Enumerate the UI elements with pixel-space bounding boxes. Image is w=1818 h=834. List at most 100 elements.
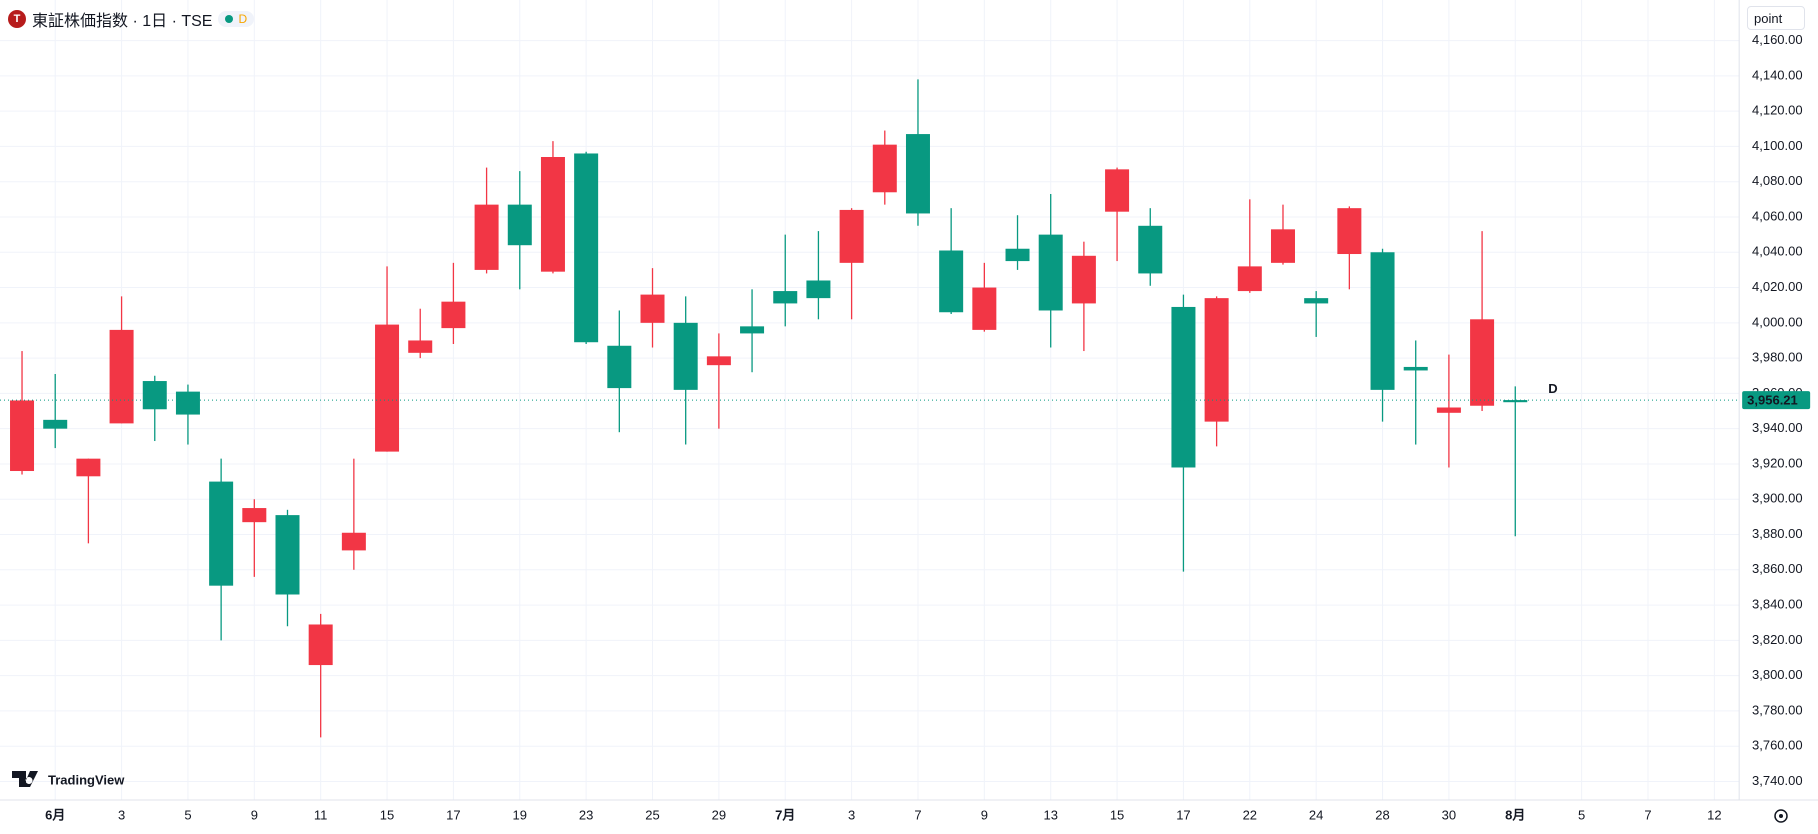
watermark: TradingView xyxy=(12,771,125,787)
y-tick-label: 4,160.00 xyxy=(1752,32,1803,47)
watermark-logo xyxy=(12,771,38,787)
candle-body xyxy=(872,144,897,193)
y-tick-label: 4,060.00 xyxy=(1752,208,1803,223)
y-tick-label: 3,940.00 xyxy=(1752,420,1803,435)
x-tick-label: 7月 xyxy=(775,807,795,822)
candle-body xyxy=(109,329,134,424)
candle-body xyxy=(507,204,532,246)
y-tick-label: 4,100.00 xyxy=(1752,138,1803,153)
candle-body xyxy=(375,324,400,452)
y-tick-label: 4,020.00 xyxy=(1752,279,1803,294)
x-tick-label: 11 xyxy=(314,807,328,822)
candle-body xyxy=(540,157,565,272)
candle-body xyxy=(76,458,101,477)
y-tick-label: 3,880.00 xyxy=(1752,526,1803,541)
settings-icon-center xyxy=(1779,814,1783,818)
price-label-bg xyxy=(1742,391,1811,410)
y-tick-label: 4,140.00 xyxy=(1752,67,1803,82)
x-tick-label: 5 xyxy=(1578,807,1585,822)
candle-body xyxy=(972,287,997,330)
candle-body xyxy=(1304,298,1329,304)
candle-body xyxy=(905,134,930,214)
x-tick-label: 9 xyxy=(251,807,258,822)
x-tick-label: 7 xyxy=(1644,807,1651,822)
candle-body xyxy=(673,322,698,390)
x-tick-label: 15 xyxy=(1110,807,1124,822)
candle-body xyxy=(242,508,267,523)
unit-button[interactable]: point xyxy=(1747,6,1805,30)
x-tick-label: 30 xyxy=(1442,807,1456,822)
candle-body xyxy=(142,381,167,410)
x-tick-label: 17 xyxy=(446,807,460,822)
x-tick-label: 28 xyxy=(1375,807,1389,822)
candle-body xyxy=(640,294,665,323)
candle-body xyxy=(308,624,333,666)
candle-body xyxy=(43,419,68,429)
candle-body xyxy=(607,345,632,389)
candle-body xyxy=(1138,225,1163,274)
candle-body xyxy=(474,204,499,270)
candle-body xyxy=(1005,248,1030,262)
candle-body xyxy=(175,391,200,415)
candle-body xyxy=(773,291,798,304)
y-tick-label: 3,760.00 xyxy=(1752,738,1803,753)
x-tick-label: 19 xyxy=(513,807,527,822)
y-tick-label: 3,980.00 xyxy=(1752,350,1803,365)
price-label: 3,956.21 xyxy=(1747,393,1798,408)
candle-body xyxy=(939,250,964,313)
candle-body xyxy=(1270,229,1295,263)
x-tick-label: 6月 xyxy=(45,807,65,822)
y-tick-label: 3,900.00 xyxy=(1752,491,1803,506)
y-tick-label: 3,820.00 xyxy=(1752,632,1803,647)
candle-body xyxy=(806,280,831,299)
candle-body xyxy=(341,532,366,551)
candle-body xyxy=(10,400,35,472)
y-tick-label: 4,000.00 xyxy=(1752,314,1803,329)
status-pill[interactable]: D xyxy=(218,11,255,27)
x-tick-label: 12 xyxy=(1707,807,1721,822)
y-tick-label: 3,860.00 xyxy=(1752,561,1803,576)
candle-body xyxy=(1204,298,1229,422)
y-tick-label: 3,840.00 xyxy=(1752,597,1803,612)
x-tick-label: 22 xyxy=(1243,807,1257,822)
candle-body xyxy=(441,301,466,329)
x-tick-label: 3 xyxy=(848,807,855,822)
y-tick-label: 4,040.00 xyxy=(1752,244,1803,259)
candle-body xyxy=(1403,366,1428,371)
x-tick-label: 15 xyxy=(380,807,394,822)
x-tick-label: 7 xyxy=(914,807,921,822)
x-tick-label: 3 xyxy=(118,807,125,822)
x-tick-label: 25 xyxy=(645,807,659,822)
candle-body xyxy=(209,481,234,586)
x-tick-label: 8月 xyxy=(1505,807,1525,822)
settings-icon[interactable] xyxy=(1774,809,1788,823)
y-tick-label: 3,780.00 xyxy=(1752,702,1803,717)
symbol-icon: T xyxy=(8,10,26,28)
symbol-header[interactable]: T 東証株価指数 · 1日 · TSE D xyxy=(8,8,255,30)
last-badge: D xyxy=(1548,381,1557,396)
candle-body xyxy=(1105,169,1130,212)
watermark-text: TradingView xyxy=(48,772,125,787)
candle-body xyxy=(408,340,433,353)
candle-body xyxy=(706,356,731,366)
candle-body xyxy=(1038,234,1063,311)
candle-body xyxy=(1171,306,1196,468)
candle-body xyxy=(1237,266,1262,292)
x-tick-label: 24 xyxy=(1309,807,1323,822)
candle-body xyxy=(1071,255,1096,304)
x-tick-label: 17 xyxy=(1176,807,1190,822)
candle-body xyxy=(275,515,300,595)
y-tick-label: 4,120.00 xyxy=(1752,103,1803,118)
status-dot xyxy=(225,15,234,23)
x-tick-label: 5 xyxy=(184,807,191,822)
status-badge: D xyxy=(238,12,248,26)
candle-body xyxy=(839,209,864,263)
x-tick-label: 13 xyxy=(1043,807,1057,822)
candle-body xyxy=(574,153,599,343)
y-tick-label: 3,800.00 xyxy=(1752,667,1803,682)
y-tick-label: 3,920.00 xyxy=(1752,455,1803,470)
candle-body xyxy=(1503,400,1528,403)
y-tick-label: 4,080.00 xyxy=(1752,173,1803,188)
x-tick-label: 9 xyxy=(981,807,988,822)
